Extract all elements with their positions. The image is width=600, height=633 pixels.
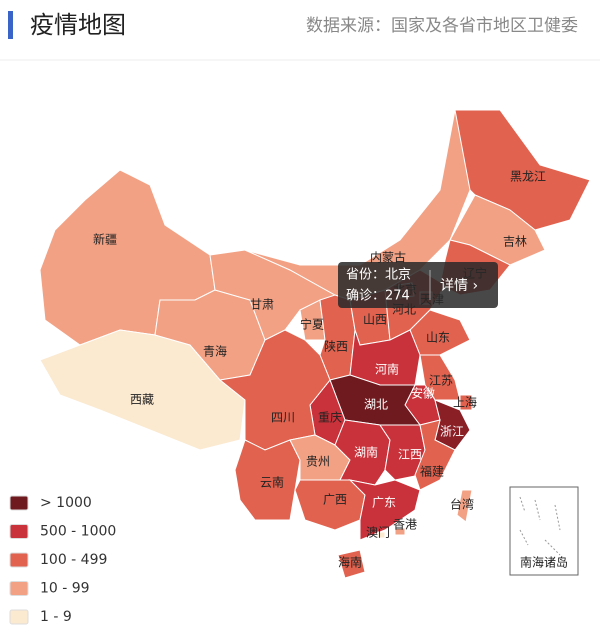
province-label: 香港 [393, 518, 417, 532]
province-shape [454, 109, 591, 231]
legend-swatch [9, 552, 29, 568]
title: 疫情地图 [30, 11, 126, 39]
province-label: 湖北 [364, 397, 388, 412]
province-label: 云南 [260, 475, 284, 490]
province-shape [218, 329, 331, 451]
province-label: 青海 [203, 344, 227, 359]
province-label: 贵州 [306, 455, 330, 469]
inset-label: 南海诸岛 [520, 555, 568, 570]
inset: 南海诸岛 [509, 486, 579, 576]
province-label: 重庆 [318, 411, 342, 425]
province-shape [394, 527, 406, 536]
province-shape [459, 394, 473, 411]
province-shape [337, 549, 366, 579]
province-label: 山东 [426, 331, 450, 345]
title-bar [8, 11, 13, 39]
legend: > 1000 500 - 1000 100 - 499 10 - 99 1 - 9 [9, 495, 116, 625]
province-label: 内蒙古 [370, 250, 406, 265]
province-label: 江西 [398, 448, 422, 462]
province-label: 澳门 [366, 525, 390, 540]
province-shape [348, 479, 421, 541]
legend-label: > 1000 [40, 495, 92, 511]
legend-swatch [9, 495, 29, 511]
province-label: 广西 [323, 493, 347, 507]
province-label: 山西 [363, 313, 387, 327]
province-label: 新疆 [93, 232, 117, 247]
legend-swatch [9, 581, 29, 596]
province-label: 福建 [420, 464, 444, 479]
tooltip: 省份：北京 确诊：274 详情 › [338, 262, 498, 308]
province-label: 江苏 [429, 374, 453, 388]
legend-swatch [9, 609, 29, 625]
map [39, 109, 591, 579]
province-label: 陕西 [324, 339, 348, 354]
tooltip-confirmed: 确诊：274 [346, 289, 410, 304]
province-label: 河南 [375, 362, 399, 377]
source: 数据来源：国家及各省市地区卫健委 [306, 16, 578, 36]
legend-label: 100 - 499 [40, 552, 107, 568]
province-shape [234, 439, 301, 521]
province-label: 上海 [453, 395, 477, 410]
province-label: 浙江 [440, 425, 464, 439]
tooltip-box [338, 262, 498, 308]
province-label: 海南 [338, 555, 362, 570]
legend-label: 10 - 99 [40, 581, 90, 597]
tooltip-details[interactable]: 详情 › [440, 278, 478, 294]
inset-islands [519, 496, 561, 556]
legend-label: 1 - 9 [40, 609, 72, 625]
province-label: 黑龙江 [510, 170, 546, 184]
province-label: 湖南 [354, 445, 378, 460]
province-shape [414, 419, 456, 491]
province-label: 宁夏 [300, 317, 324, 332]
legend-swatch [9, 524, 29, 539]
tooltip-province: 省份：北京 [346, 268, 411, 283]
province-label: 安徽 [411, 386, 435, 401]
province-label: 台湾 [450, 497, 474, 512]
legend-label: 500 - 1000 [40, 524, 116, 540]
province-shape [377, 531, 386, 539]
province-label: 西藏 [130, 393, 154, 407]
province-label: 广东 [372, 496, 396, 510]
province-label: 四川 [271, 411, 295, 425]
province-label: 甘肃 [250, 298, 274, 312]
province-label: 吉林 [503, 235, 527, 249]
province-shape [456, 489, 473, 523]
